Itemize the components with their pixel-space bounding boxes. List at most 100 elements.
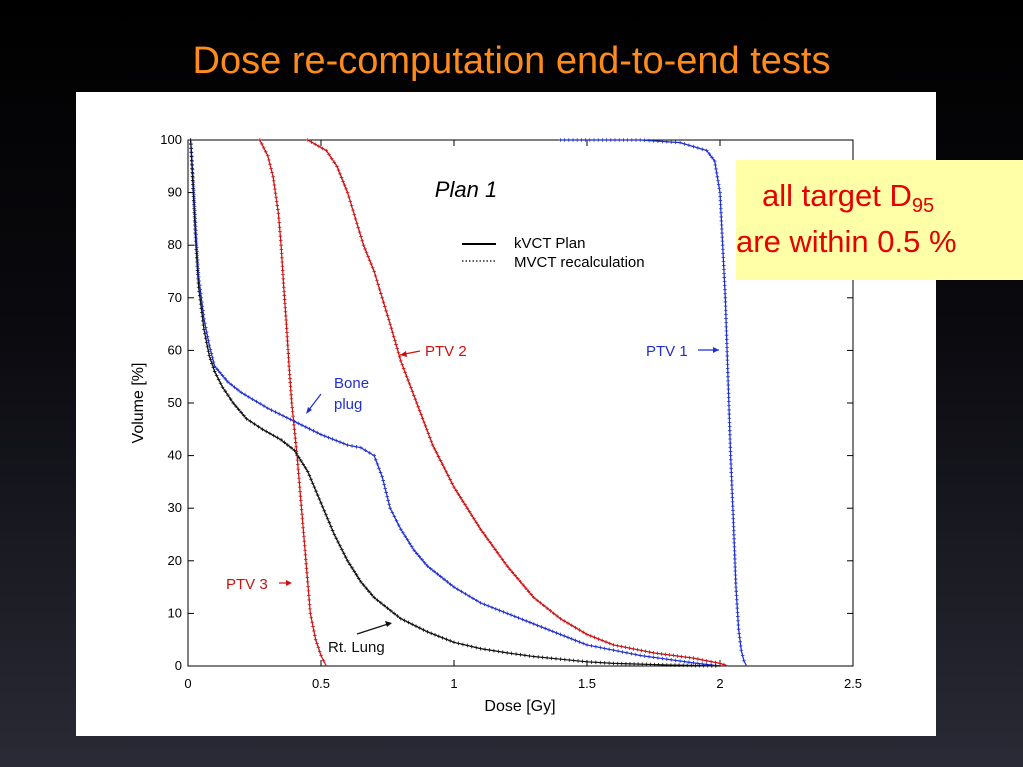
series-marker-ptv-1 [722,279,727,284]
series-marker-ptv-3 [292,427,297,432]
series-marker-ptv-3 [297,476,301,480]
series-marker-ptv-2 [476,523,481,528]
series-marker-ptv-1 [734,593,739,598]
series-marker-rt-lung [205,345,210,349]
series-marker-rt-lung [689,663,694,668]
series-marker-ptv-1 [714,171,719,175]
series-marker-rt-lung [710,664,714,668]
series-marker-rt-lung [239,410,243,415]
series-marker-rt-lung [615,661,620,666]
series-marker-ptv-3 [280,256,284,260]
series-marker-rt-lung [203,331,207,336]
series-marker-rt-lung [611,661,616,666]
series-marker-bone-plug [197,283,202,287]
series-marker-rt-lung [418,626,422,630]
series-marker-bone-plug [218,370,222,375]
series-marker-ptv-3 [316,645,321,650]
series-marker-bone-plug [589,644,594,648]
series-marker-ptv-1 [732,541,737,545]
series-marker-rt-lung [514,652,518,656]
series-marker-ptv-1 [669,140,674,144]
series-marker-ptv-3 [305,575,310,580]
series-marker-ptv-2 [513,573,517,578]
series-marker-ptv-2 [375,278,379,283]
series-marker-bone-plug [651,655,656,660]
series-marker-ptv-1 [728,445,733,450]
series-marker-rt-lung [429,631,433,636]
series-marker-rt-lung [379,601,383,605]
slide-title: Dose re-computation end-to-end tests [192,40,831,82]
series-marker-ptv-2 [400,362,405,367]
series-marker-ptv-1 [725,354,730,358]
series-marker-ptv-1 [720,239,725,243]
series-marker-ptv-1 [729,479,734,483]
series-marker-ptv-1 [727,412,732,416]
series-marker-rt-lung [367,589,371,594]
series-marker-ptv-2 [430,443,435,447]
series-marker-bone-plug [471,596,475,601]
series-marker-ptv-1 [673,140,678,145]
annotation-ptv2-arrowhead [400,351,407,357]
series-marker-ptv-3 [307,598,312,602]
series-marker-rt-lung [292,448,297,453]
series-marker-ptv-2 [691,656,696,660]
series-marker-rt-lung [195,260,199,264]
series-marker-ptv-2 [381,300,386,304]
series-marker-rt-lung [334,536,338,541]
series-marker-ptv-3 [277,225,282,229]
series-marker-ptv-3 [297,485,302,489]
series-marker-bone-plug [195,253,200,258]
series-marker-bone-plug [532,622,536,626]
series-marker-bone-plug [438,574,443,579]
series-marker-bone-plug [505,611,509,616]
series-marker-ptv-2 [570,623,574,628]
series-marker-bone-plug [378,470,383,475]
series-marker-bone-plug [463,592,468,596]
series-marker-rt-lung [571,658,576,663]
series-marker-rt-lung [545,656,549,660]
series-marker-ptv-2 [332,160,337,165]
series-marker-ptv-3 [293,440,298,445]
series-marker-ptv-1 [638,138,642,142]
series-marker-ptv-2 [422,420,426,424]
series-marker-ptv-1 [717,186,722,191]
series-marker-bone-plug [201,308,205,313]
annotation-ptv1-arrowhead [713,347,719,353]
series-marker-rt-lung [294,452,299,456]
series-marker-ptv-3 [301,525,305,530]
series-marker-rt-lung [285,443,290,447]
series-marker-ptv-1 [725,362,730,367]
series-marker-bone-plug [547,628,551,632]
series-marker-rt-lung [212,369,217,374]
series-marker-rt-lung [549,656,554,661]
series-marker-ptv-1 [730,500,735,504]
annotation-bone-arrowhead [306,407,312,414]
series-marker-rt-lung [361,583,366,587]
series-marker-ptv-1 [621,138,626,142]
series-marker-ptv-1 [725,345,729,350]
series-marker-ptv-3 [300,516,305,521]
series-marker-rt-lung [200,314,205,319]
series-marker-ptv-3 [271,175,275,179]
series-marker-ptv-2 [329,156,334,161]
series-marker-ptv-2 [366,254,370,259]
series-marker-bone-plug [195,249,199,254]
series-marker-ptv-1 [592,138,596,142]
series-marker-ptv-2 [562,619,566,623]
series-marker-ptv-3 [302,534,306,539]
series-marker-rt-lung [191,194,196,199]
series-marker-ptv-2 [675,654,680,658]
series-marker-ptv-3 [276,211,281,216]
series-marker-rt-lung [652,662,657,667]
series-marker-ptv-1 [687,143,691,148]
series-marker-rt-lung [532,654,536,659]
series-marker-ptv-1 [720,235,725,239]
series-marker-ptv-2 [639,648,644,653]
series-marker-bone-plug [192,208,197,213]
series-marker-ptv-2 [434,450,439,455]
series-marker-rt-lung [194,247,199,252]
series-marker-bone-plug [197,279,201,283]
series-marker-ptv-1 [722,283,727,288]
series-marker-ptv-3 [284,326,289,331]
series-marker-bone-plug [459,589,464,594]
